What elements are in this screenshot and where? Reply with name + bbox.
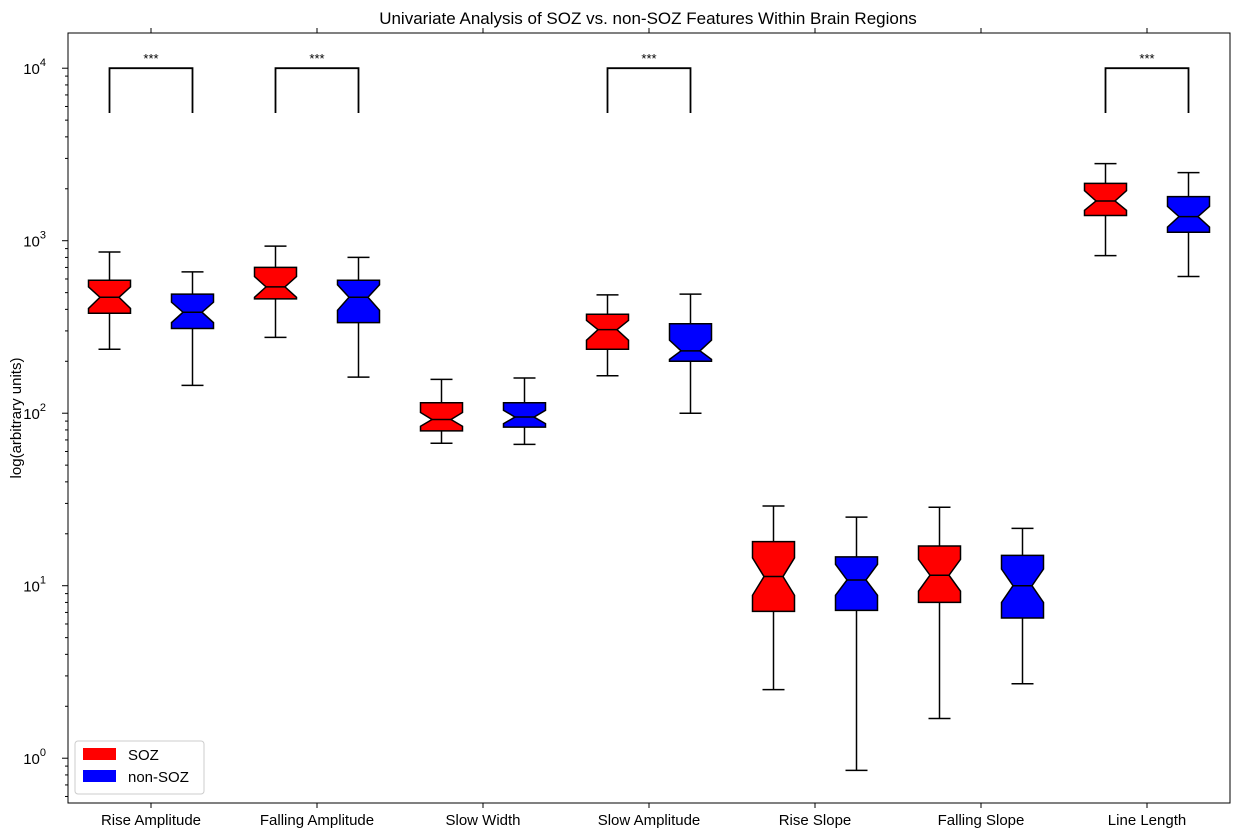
- significance-bracket: [606, 67, 692, 113]
- box-body: [419, 401, 464, 432]
- x-tick-label: Slow Width: [445, 812, 520, 829]
- box-body: [585, 313, 630, 350]
- legend-label-soz: SOZ: [128, 747, 159, 764]
- legend: SOZ non-SOZ: [74, 740, 205, 795]
- box-body: [1166, 195, 1211, 233]
- box: [917, 506, 962, 720]
- x-tick-label: Rise Amplitude: [101, 812, 201, 829]
- box: [419, 378, 464, 444]
- series-non-soz: [170, 171, 1211, 772]
- x-tick-label: Rise Slope: [779, 812, 852, 829]
- box: [585, 294, 630, 377]
- box-body: [253, 266, 298, 300]
- box: [1000, 527, 1045, 685]
- box: [170, 271, 215, 387]
- box: [253, 245, 298, 339]
- box: [502, 377, 547, 446]
- series-soz: [87, 162, 1128, 720]
- legend-label-non-soz: non-SOZ: [128, 769, 189, 786]
- box-body: [834, 556, 879, 612]
- significance-bracket: [1104, 67, 1190, 113]
- y-axis-ticks: 100 101 102 103 104: [23, 57, 68, 797]
- box-body: [1083, 182, 1128, 217]
- box-body: [170, 293, 215, 330]
- y-tick-label: 101: [23, 575, 46, 596]
- box: [87, 251, 132, 350]
- box: [1166, 171, 1211, 278]
- box-body: [917, 545, 962, 604]
- box-body: [502, 401, 547, 428]
- plot-area: 100 101 102 103 104 Rise Amplitude Falling Amp…: [23, 28, 1231, 829]
- significance-markers: *** *** *** ***: [108, 51, 1190, 113]
- x-tick-label: Line Length: [1108, 812, 1186, 829]
- y-tick-label: 100: [23, 747, 46, 768]
- x-tick-label: Falling Slope: [938, 812, 1025, 829]
- significance-label: ***: [309, 51, 324, 66]
- x-tick-label: Falling Amplitude: [260, 812, 374, 829]
- box-body: [336, 279, 381, 324]
- significance-label: ***: [641, 51, 656, 66]
- y-tick-label: 104: [23, 57, 46, 78]
- box: [668, 293, 713, 414]
- box: [834, 516, 879, 772]
- significance-bracket: [108, 67, 194, 113]
- y-tick-label: 102: [23, 402, 46, 423]
- box: [751, 505, 796, 691]
- box-body: [668, 323, 713, 363]
- plot-frame: [67, 32, 1231, 804]
- chart-title: Univariate Analysis of SOZ vs. non-SOZ F…: [379, 9, 917, 28]
- x-tick-label: Slow Amplitude: [598, 812, 701, 829]
- y-tick-label: 103: [23, 230, 46, 251]
- x-axis-ticks: Rise Amplitude Falling Amplitude Slow Widt…: [101, 28, 1186, 829]
- box: [1083, 162, 1128, 257]
- box-body: [1000, 554, 1045, 619]
- y-axis-label: log(arbitrary units): [8, 358, 25, 479]
- significance-label: ***: [143, 51, 158, 66]
- legend-swatch-non-soz: [83, 770, 116, 782]
- significance-bracket: [274, 67, 360, 113]
- significance-label: ***: [1139, 51, 1154, 66]
- box: [336, 256, 381, 378]
- legend-swatch-soz: [83, 748, 116, 760]
